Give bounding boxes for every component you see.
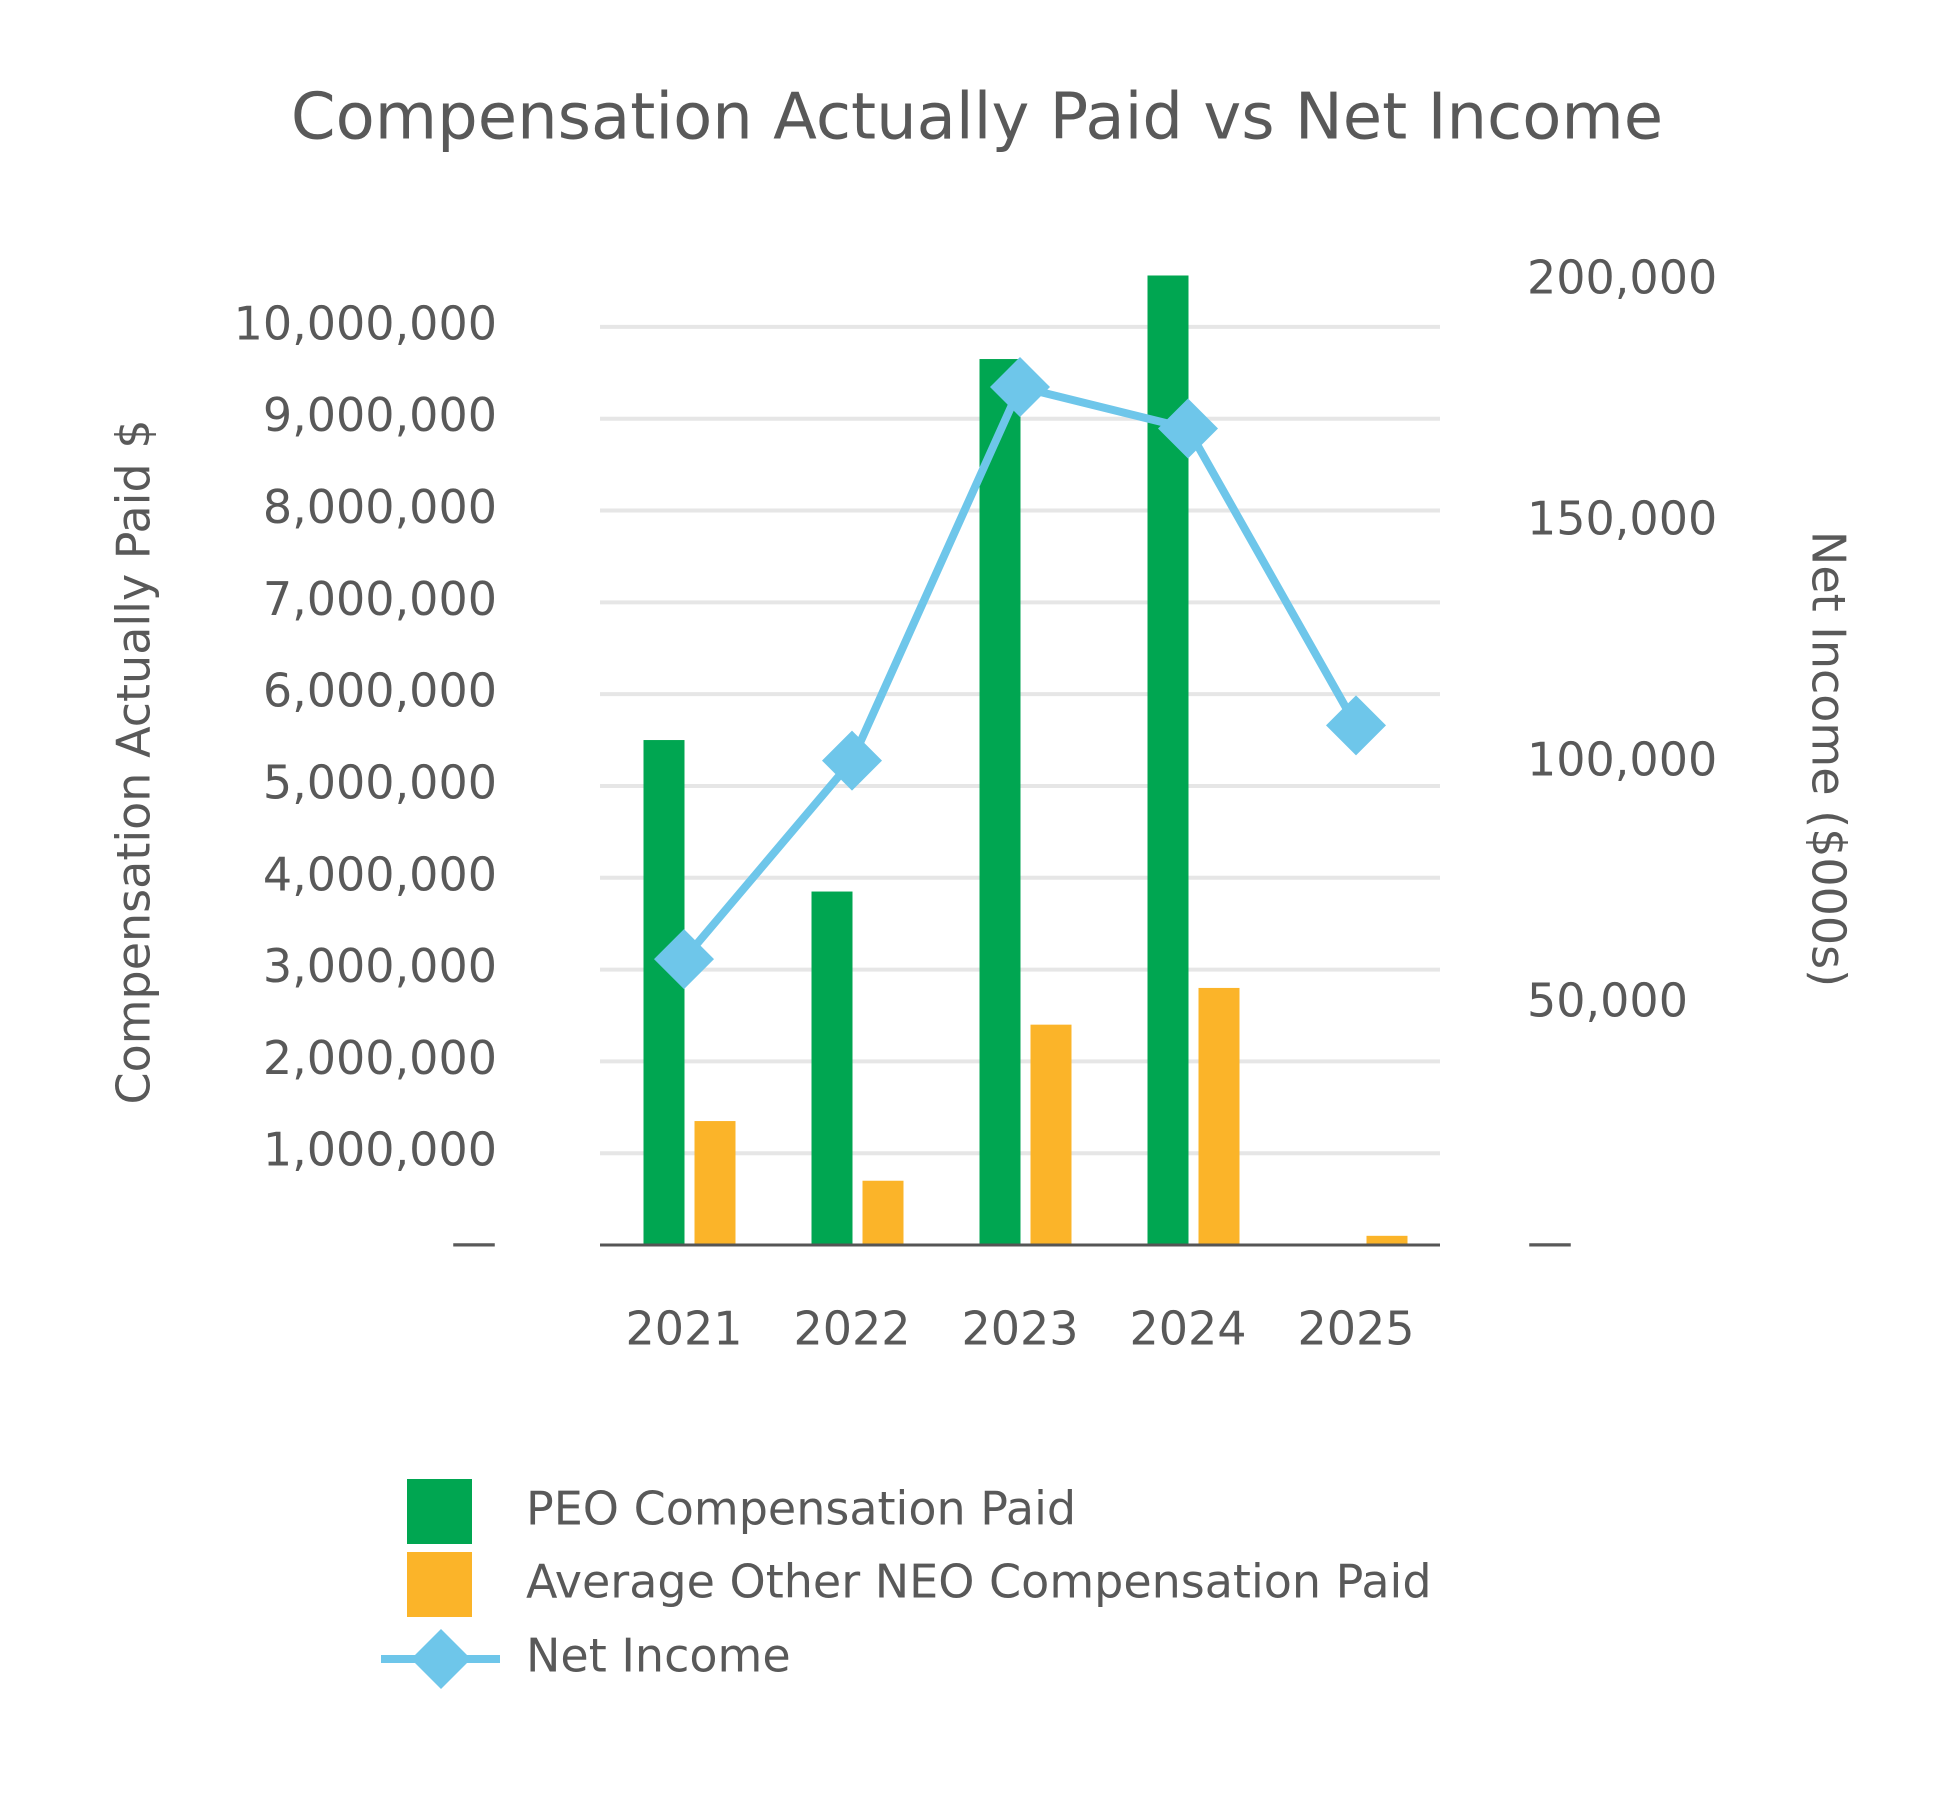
y-tick-label: 1,000,000	[263, 1123, 497, 1177]
legend-label: PEO Compensation Paid	[526, 1482, 1076, 1536]
bar	[1198, 987, 1240, 1245]
bar	[643, 740, 685, 1245]
legend-marker	[411, 1629, 471, 1689]
y-axis-title: Compensation Actually Paid $	[107, 419, 161, 1104]
line-marker	[654, 929, 714, 990]
y-tick-label: 3,000,000	[263, 939, 497, 993]
bar	[1030, 1024, 1072, 1245]
bar	[1366, 1235, 1408, 1245]
y2-tick-label: —	[1527, 1215, 1573, 1269]
y2-tick-label: 100,000	[1527, 733, 1717, 787]
y-tick-label: 4,000,000	[263, 847, 497, 901]
legend-swatch	[407, 1552, 472, 1617]
chart-title: Compensation Actually Paid vs Net Income	[291, 81, 1663, 155]
y-tick-label: 5,000,000	[263, 755, 497, 809]
y2-axis-title: Net Income ($000s)	[1802, 531, 1856, 987]
y2-tick-label: 150,000	[1527, 492, 1717, 546]
line-marker	[822, 730, 882, 791]
x-tick-label: 2023	[961, 1302, 1078, 1356]
legend-label: Net Income	[526, 1629, 791, 1683]
y-tick-label: 7,000,000	[263, 572, 497, 626]
y-tick-label: 8,000,000	[263, 480, 497, 534]
x-tick-label: 2022	[793, 1302, 910, 1356]
legend-swatch	[407, 1479, 472, 1544]
bar	[811, 891, 853, 1245]
y-tick-label: —	[451, 1215, 497, 1269]
legend-label: Average Other NEO Compensation Paid	[526, 1555, 1432, 1609]
x-tick-label: 2025	[1297, 1302, 1414, 1356]
bar	[694, 1121, 736, 1245]
y2-tick-label: 50,000	[1527, 974, 1688, 1028]
x-tick-label: 2024	[1129, 1302, 1246, 1356]
y-tick-label: 10,000,000	[234, 296, 497, 350]
y-tick-label: 6,000,000	[263, 664, 497, 718]
line-marker	[990, 357, 1050, 418]
y-tick-label: 9,000,000	[263, 388, 497, 442]
y-tick-label: 2,000,000	[263, 1031, 497, 1085]
line-marker	[1326, 695, 1386, 756]
line-marker	[1158, 398, 1218, 459]
bar	[979, 359, 1021, 1245]
bar	[862, 1180, 904, 1245]
y2-tick-label: 200,000	[1527, 251, 1717, 305]
x-tick-label: 2021	[625, 1302, 742, 1356]
